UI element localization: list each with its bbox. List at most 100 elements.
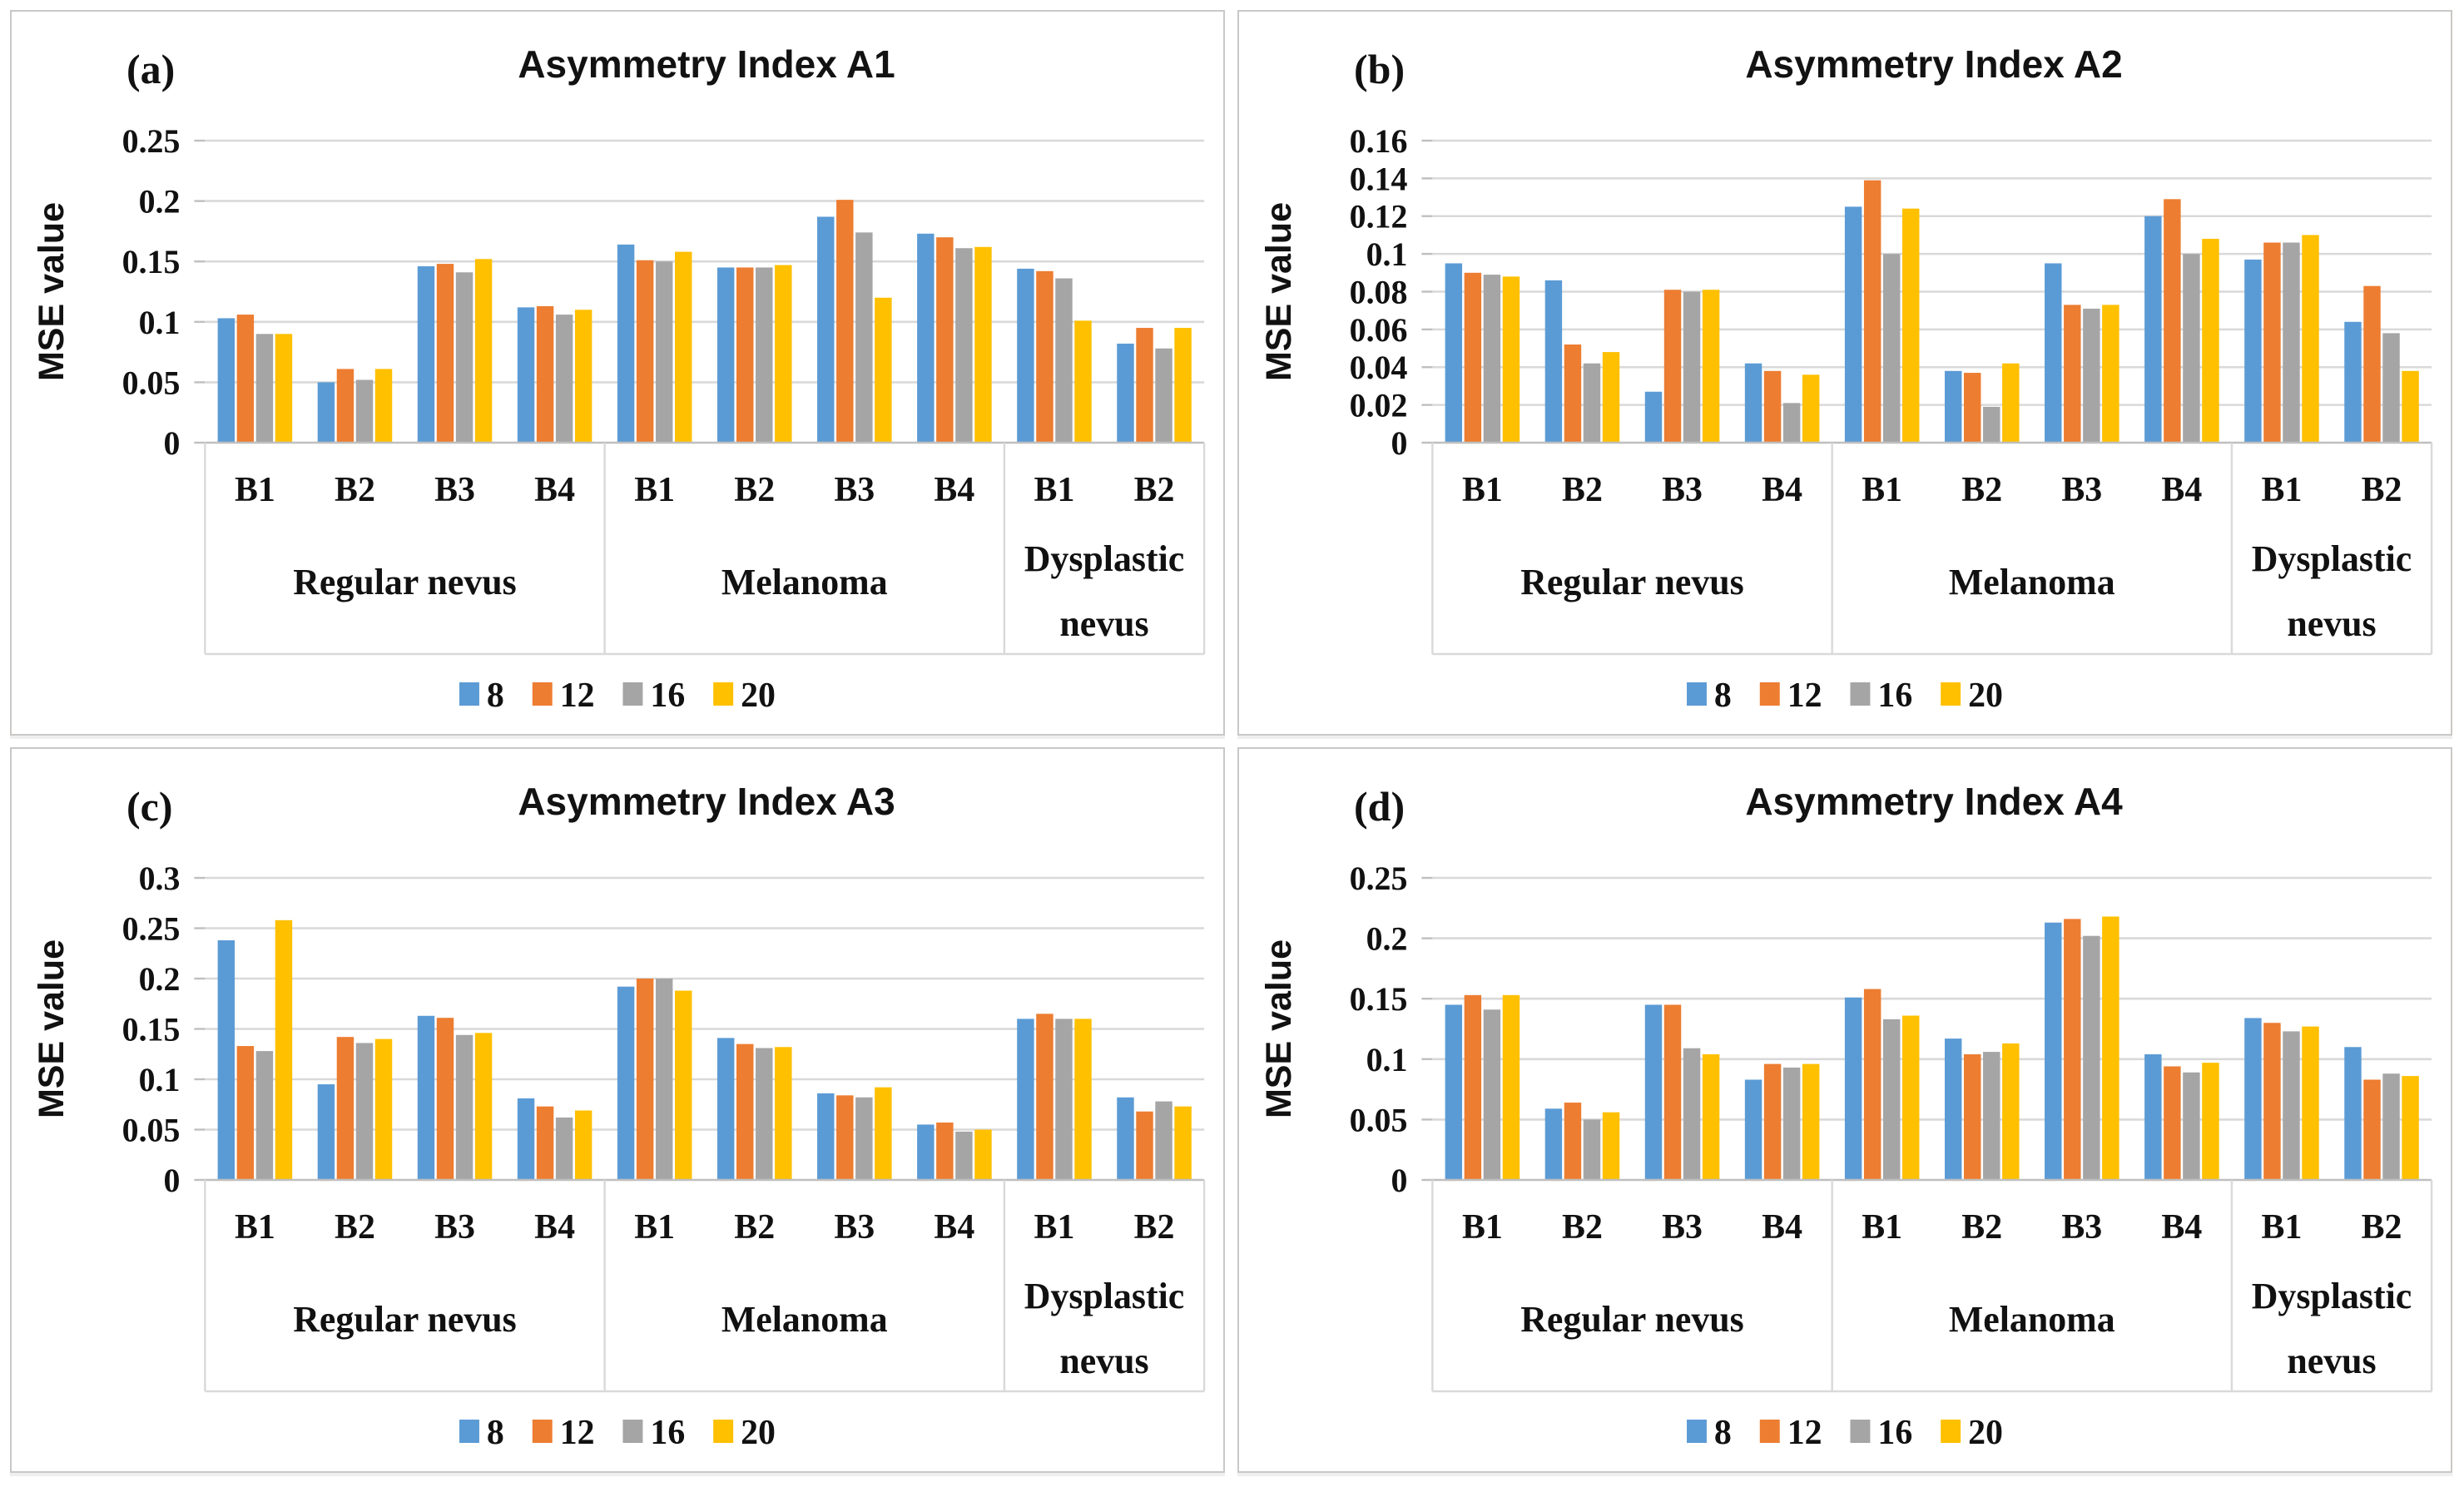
bar-12 xyxy=(2363,285,2381,443)
bar-12 xyxy=(536,1106,554,1180)
bar-8 xyxy=(1744,1079,1762,1180)
bar-8 xyxy=(2344,321,2362,443)
panel-letter-b: (b) xyxy=(1354,46,1406,92)
bar-12 xyxy=(836,1095,854,1180)
bar-8 xyxy=(2144,216,2162,443)
chart-title-a3: Asymmetry Index A3 xyxy=(518,780,895,823)
bar-8 xyxy=(917,1124,935,1180)
bar-8 xyxy=(2244,259,2262,443)
bar-chart-a1: 0 0.05 0.1 0.15 0.2 0.25 MSE value B1 B2 B3 B4 Regu… xyxy=(32,122,1206,715)
bar-12 xyxy=(236,1046,255,1180)
bar-12 xyxy=(2263,1023,2281,1180)
bar-8 xyxy=(1117,343,1134,443)
legend-swatch-12 xyxy=(532,682,553,706)
legend-label: 16 xyxy=(650,1414,685,1452)
legend-swatch-12 xyxy=(532,1420,553,1443)
bar-16 xyxy=(855,232,873,443)
bar-12 xyxy=(836,200,854,443)
y-tick-label: 0 xyxy=(1391,424,1408,462)
y-tick-label: 0.02 xyxy=(1350,387,1408,424)
bar-20 xyxy=(574,1110,592,1180)
y-tick-label: 0.05 xyxy=(122,364,181,401)
legend-swatch-20 xyxy=(1941,682,1961,706)
y-axis-title: MSE value xyxy=(32,202,72,381)
bar-chart-a4: 0 0.05 0.1 0.15 0.2 0.25 MSE value B1 B2 B3 B4 Regu… xyxy=(1259,860,2433,1452)
category-label: B1 xyxy=(1034,1208,1075,1247)
bar-20 xyxy=(474,1033,493,1180)
bar-12 xyxy=(536,305,554,443)
group-label: Dysplastic xyxy=(2252,538,2412,579)
bar-8 xyxy=(2045,922,2062,1180)
bar-12 xyxy=(1763,370,1782,443)
bar-12 xyxy=(736,267,754,443)
bar-8 xyxy=(1017,1019,1034,1180)
category-label: B3 xyxy=(2061,1208,2102,1247)
legend-swatch-16 xyxy=(1850,1420,1871,1443)
y-tick-label: 0.1 xyxy=(1366,1041,1408,1078)
legend-label: 20 xyxy=(741,1414,776,1452)
bar-16 xyxy=(455,1034,473,1180)
bar-12 xyxy=(1863,180,1881,444)
y-tick-label: 0.15 xyxy=(1350,980,1408,1018)
bar-20 xyxy=(1702,1053,1720,1180)
bar-8 xyxy=(617,986,635,1180)
bar-16 xyxy=(1983,406,2000,443)
bar-8 xyxy=(1544,1108,1563,1180)
bar-chart-a3: 0 0.05 0.1 0.15 0.2 0.25 0.3 MSE value B1 B2 B3 B4 R… xyxy=(32,860,1206,1452)
panel-letter-a: (a) xyxy=(126,46,176,92)
legend-swatch-16 xyxy=(1850,682,1871,706)
bar-20 xyxy=(1502,994,1520,1180)
bar-16 xyxy=(1683,1048,1701,1180)
legend-label: 8 xyxy=(1714,1414,1732,1452)
bar-12 xyxy=(1036,1014,1054,1180)
bar-20 xyxy=(1702,290,1720,443)
legend-label: 12 xyxy=(1787,677,1822,715)
bar-20 xyxy=(675,990,692,1180)
category-label: B2 xyxy=(335,1208,375,1247)
bar-16 xyxy=(2183,1072,2200,1180)
chart-title-a1: Asymmetry Index A1 xyxy=(518,42,895,86)
bar-20 xyxy=(1602,1112,1620,1180)
category-label: B2 xyxy=(1562,471,1603,509)
bar-8 xyxy=(617,244,635,443)
chart-grid: (a) Asymmetry Index A1 0 0.05 0.1 0.15 0.2 0.… xyxy=(10,10,2454,1477)
bar-16 xyxy=(2083,935,2100,1180)
y-tick-label: 0 xyxy=(1391,1162,1408,1199)
bar-20 xyxy=(574,310,592,443)
bar-20 xyxy=(2102,305,2119,443)
bar-20 xyxy=(1902,208,1920,444)
bar-12 xyxy=(1564,1103,1582,1180)
category-label: B4 xyxy=(2161,1208,2202,1247)
y-tick-label: 0 xyxy=(164,424,181,462)
category-label: B4 xyxy=(2161,471,2202,509)
y-axis-title: MSE value xyxy=(32,939,72,1118)
bar-8 xyxy=(317,382,335,443)
bar-20 xyxy=(2002,1043,2020,1180)
category-label: B1 xyxy=(235,471,275,509)
bar-16 xyxy=(1782,1067,1801,1180)
category-label: B1 xyxy=(1862,471,1902,509)
bar-12 xyxy=(1863,989,1881,1180)
bar-20 xyxy=(374,369,393,443)
bar-20 xyxy=(1074,1019,1092,1180)
legend-label: 12 xyxy=(1787,1414,1822,1452)
bar-16 xyxy=(255,1051,274,1180)
bar-16 xyxy=(1683,291,1701,443)
bar-12 xyxy=(1464,272,1482,443)
bar-12 xyxy=(636,260,654,443)
bar-20 xyxy=(1802,374,1820,443)
category-label: B2 xyxy=(335,471,375,509)
bar-12 xyxy=(936,237,954,443)
group-label: nevus xyxy=(2287,1341,2376,1381)
group-label: Dysplastic xyxy=(1024,1276,1185,1316)
bar-8 xyxy=(517,307,535,443)
bar-20 xyxy=(474,259,493,443)
category-label: B3 xyxy=(434,471,475,509)
bar-8 xyxy=(1644,391,1663,443)
bar-12 xyxy=(236,315,255,443)
legend-label: 16 xyxy=(1877,677,1912,715)
category-label: B2 xyxy=(1961,471,2002,509)
legend-swatch-20 xyxy=(1941,1420,1961,1443)
group-label: Regular nevus xyxy=(1520,562,1743,602)
bar-12 xyxy=(936,1123,954,1180)
